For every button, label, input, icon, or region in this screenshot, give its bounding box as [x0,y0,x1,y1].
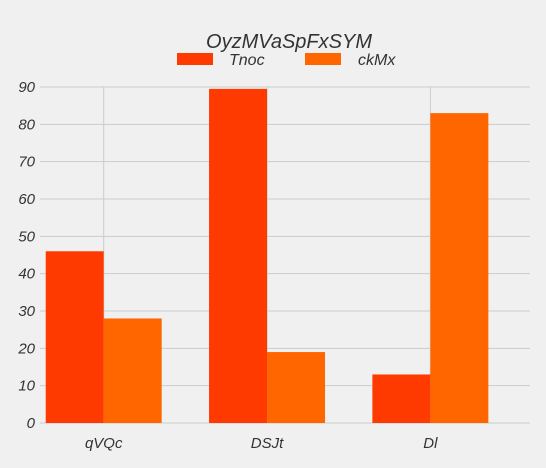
y-tick-label: 40 [18,266,35,283]
y-tick-label: 10 [18,378,35,395]
y-tick-label: 0 [27,415,36,432]
y-tick-label: 90 [18,79,35,96]
y-tick-labels: 0 10 20 30 40 50 60 70 80 90 [17,79,35,432]
x-tick-labels: qVQc DSJt Dl [85,435,438,452]
x-tick-label: Dl [423,435,438,452]
bar-Tnoc-DSJt [209,88,268,423]
y-tick-label: 30 [18,303,35,320]
legend-label-Tnoc: Tnoc [229,52,265,69]
y-tick-label: 70 [18,154,35,171]
bar-Tnoc-qVQc [45,251,104,423]
y-tick-label: 80 [18,116,35,133]
y-tick-label: 50 [18,228,35,245]
legend-swatch-ckMx [305,53,341,65]
y-tick-label: 20 [17,340,35,357]
bar-ckMx-Dl [430,113,489,423]
legend-label-ckMx: ckMx [358,52,396,69]
legend-swatch-Tnoc [177,53,213,65]
y-tick-label: 60 [18,191,35,208]
x-tick-label: DSJt [251,435,284,452]
bars [45,88,489,423]
bar-ckMx-DSJt [267,352,326,423]
bar-Tnoc-Dl [372,374,431,423]
chart-title: OyzMVaSpFxSYM [206,31,372,53]
bar-ckMx-qVQc [103,318,162,423]
x-tick-label: qVQc [85,435,123,452]
legend: Tnoc ckMx [177,52,396,69]
